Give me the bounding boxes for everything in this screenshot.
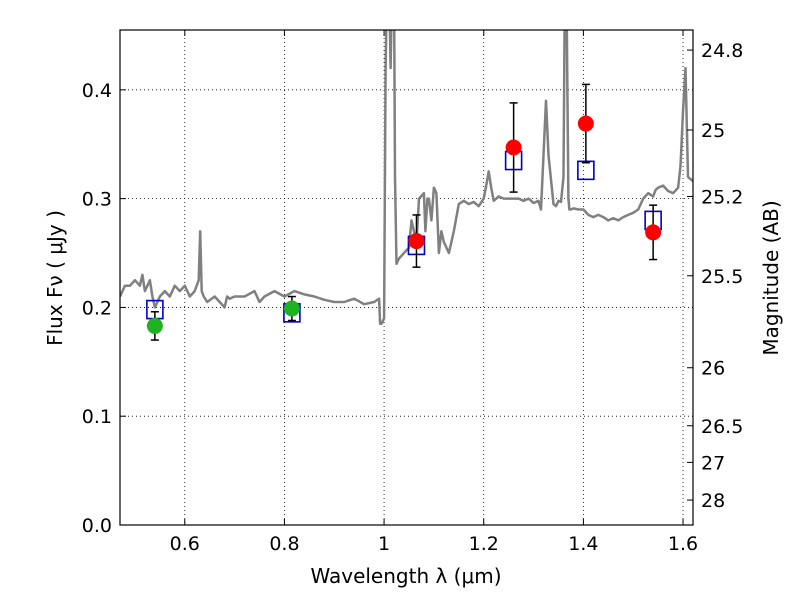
x-axis-label: Wavelength λ (μm) <box>310 564 501 588</box>
right-tick-label: 28 <box>701 490 725 512</box>
x-tick-label: 1.2 <box>469 533 499 555</box>
optical-data-point <box>283 300 300 317</box>
y-tick-label: 0.0 <box>82 515 112 537</box>
nir-data-point <box>505 139 522 156</box>
right-tick-label: 25.2 <box>701 186 743 208</box>
x-tick-label: 0.6 <box>170 533 200 555</box>
grid <box>120 30 693 525</box>
nir-data-point <box>408 233 425 250</box>
right-tick-label: 25 <box>701 120 725 142</box>
right-tick-label: 25.5 <box>701 266 743 288</box>
right-tick-label: 26.5 <box>701 416 743 438</box>
nir-data-point <box>577 115 594 132</box>
y-tick-label: 0.2 <box>82 297 112 319</box>
y-tick-label: 0.1 <box>82 406 112 428</box>
right-tick-label: 24.8 <box>701 40 743 62</box>
right-tick-label: 26 <box>701 358 725 380</box>
y-tick-label: 0.3 <box>82 189 112 211</box>
x-tick-label: 0.8 <box>269 533 299 555</box>
right-tick-label: 27 <box>701 452 725 474</box>
right-axis-label: Magnitude (AB) <box>759 200 783 355</box>
nir-data-point <box>645 224 662 241</box>
y-axis-label: Flux Fν ( μJy ) <box>43 210 67 346</box>
axis-ticks: 0.6 0.8 1 1.2 1.4 1.6 0.0 0.1 0.2 0.3 0.4 24.8 25 25.… <box>82 30 743 555</box>
x-tick-label: 1.4 <box>568 533 598 555</box>
y-tick-label: 0.4 <box>82 80 112 102</box>
plot-frame <box>119 29 694 526</box>
spectrum-line <box>120 30 693 325</box>
x-tick-label: 1.6 <box>668 533 698 555</box>
x-tick-label: 1 <box>378 533 390 555</box>
optical-data-point <box>146 317 163 334</box>
plot-area <box>120 30 693 341</box>
